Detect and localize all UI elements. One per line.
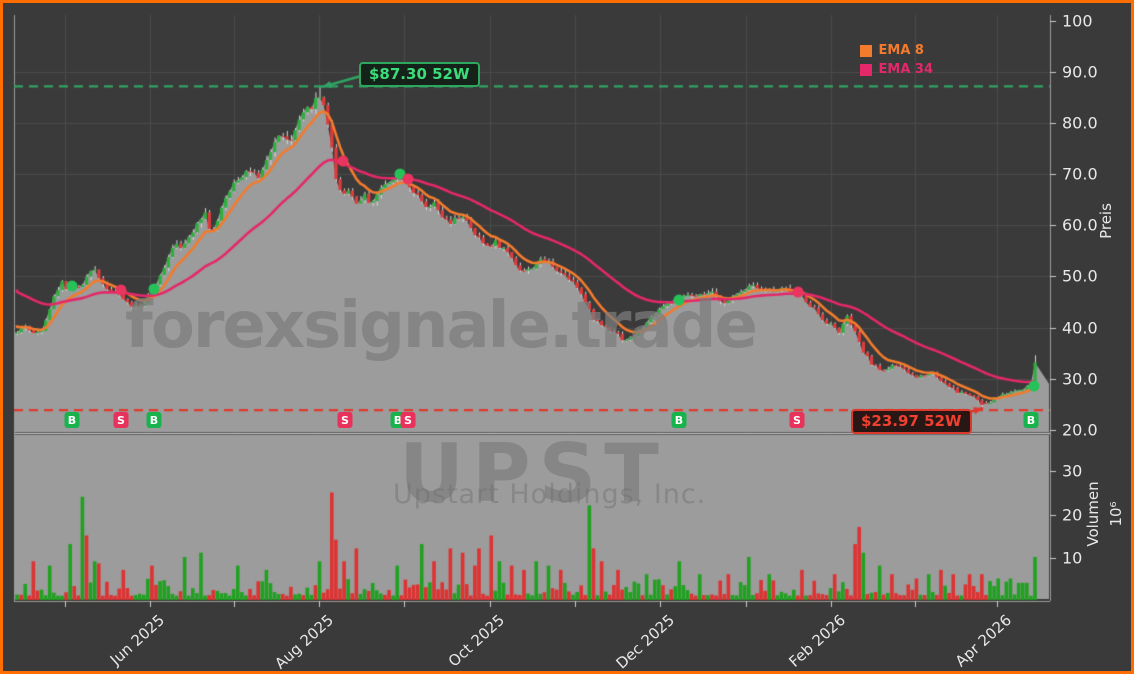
price-tick-label: 80.0 [1062,113,1098,133]
price-tick-label: 40.0 [1062,318,1098,338]
price-tick-label: 100 [1062,11,1093,31]
sell-signal-badge: S [337,412,353,428]
price-tick-label: 90.0 [1062,62,1098,82]
legend-label-ema34: EMA 34 [878,62,934,77]
price-axis-title: Preis [1097,203,1115,239]
legend-label-ema8: EMA 8 [878,43,924,58]
legend-item-ema8: EMA 8 [859,43,934,58]
buy-signal-badge: B [671,412,687,428]
volume-tick-label: 20 [1062,505,1083,525]
price-tick-label: 50.0 [1062,266,1098,286]
ema8-swatch-icon [859,44,872,57]
sell-signal-badge: S [113,412,129,428]
volume-axis-multiplier: 10⁶ [1107,501,1125,527]
buy-signal-badge: B [146,412,162,428]
price-volume-chart-canvas[interactable] [3,3,1131,671]
watermark-ticker: UPST [399,427,667,520]
volume-tick-label: 10 [1062,548,1083,568]
legend-item-ema34: EMA 34 [859,62,934,77]
price-tick-label: 20.0 [1062,420,1098,440]
low-52w-label: $23.97 52W [851,409,972,434]
legend: EMA 8 EMA 34 [859,43,934,81]
sell-signal-badge: S [789,412,805,428]
price-tick-label: 30.0 [1062,369,1098,389]
watermark-company-name: Upstart Holdings, Inc. [393,479,707,510]
sell-signal-badge: S [400,412,416,428]
volume-tick-label: 30 [1062,461,1083,481]
buy-signal-badge: B [1023,412,1039,428]
buy-signal-badge: B [64,412,80,428]
volume-axis-title: Volumen [1084,481,1102,547]
ema34-swatch-icon [859,63,872,76]
watermark-site: forexsignale.trade [125,289,758,363]
price-tick-label: 60.0 [1062,215,1098,235]
price-tick-label: 70.0 [1062,164,1098,184]
high-52w-label: $87.30 52W [359,62,480,87]
